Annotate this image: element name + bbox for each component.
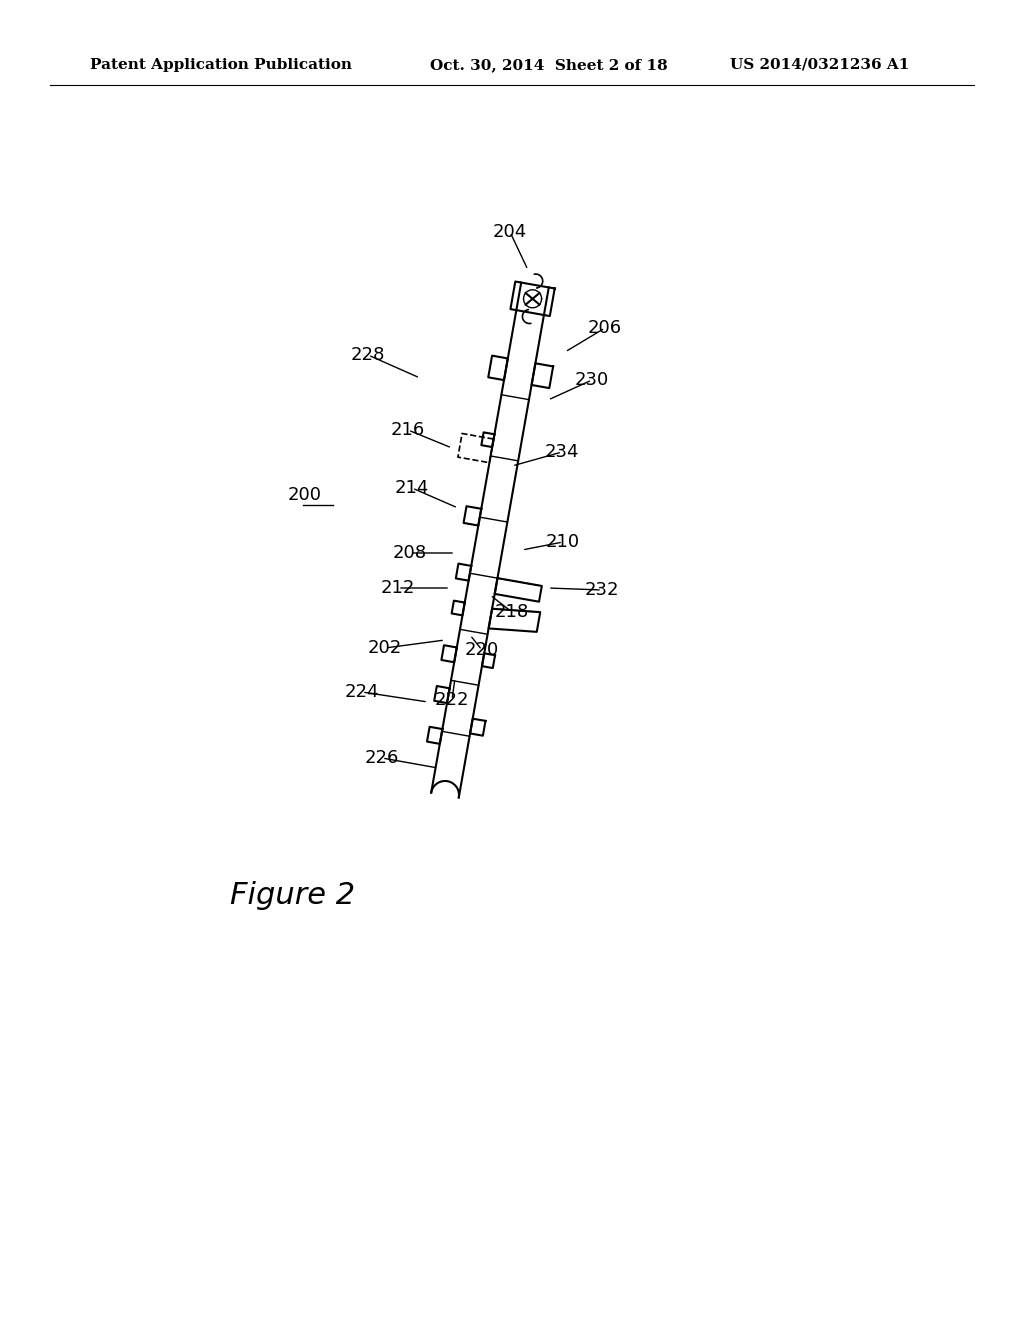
Text: Oct. 30, 2014  Sheet 2 of 18: Oct. 30, 2014 Sheet 2 of 18 [430, 58, 668, 73]
Text: 206: 206 [588, 319, 622, 337]
Text: 214: 214 [395, 479, 429, 498]
Text: 230: 230 [574, 371, 609, 389]
Text: 212: 212 [381, 579, 415, 597]
Text: 216: 216 [391, 421, 425, 440]
Text: 222: 222 [435, 690, 469, 709]
Text: 220: 220 [465, 642, 499, 659]
Text: 234: 234 [545, 444, 580, 461]
Text: 210: 210 [546, 533, 580, 550]
Text: Patent Application Publication: Patent Application Publication [90, 58, 352, 73]
Text: Figure 2: Figure 2 [230, 880, 355, 909]
Text: 218: 218 [495, 603, 529, 620]
Text: 224: 224 [345, 682, 379, 701]
Text: 204: 204 [493, 223, 527, 242]
Text: US 2014/0321236 A1: US 2014/0321236 A1 [730, 58, 909, 73]
Text: 226: 226 [365, 748, 399, 767]
Text: 200: 200 [288, 486, 322, 504]
Text: 228: 228 [351, 346, 385, 364]
Text: 208: 208 [393, 544, 427, 562]
Text: 232: 232 [585, 581, 620, 599]
Text: 202: 202 [368, 639, 402, 657]
